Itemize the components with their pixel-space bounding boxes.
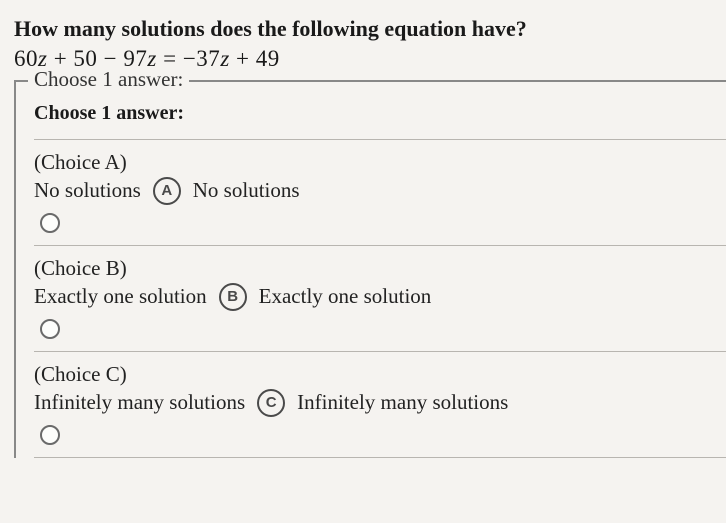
choice-label: (Choice B) [34,256,726,281]
radio-a[interactable] [40,213,60,233]
question-text: How many solutions does the following eq… [14,14,726,44]
letter-badge-c: C [257,389,285,417]
choice-row: Infinitely many solutions C Infinitely m… [34,389,726,417]
choice-text: Infinitely many solutions [297,390,508,415]
fieldset-legend: Choose 1 answer: [28,67,189,92]
choice-text: No solutions [193,178,300,203]
choice-row: No solutions A No solutions [34,177,726,205]
eq-num: + 49 [230,46,280,71]
choice-text: Exactly one solution [259,284,432,309]
letter-badge-b: B [219,283,247,311]
radio-c[interactable] [40,425,60,445]
answer-fieldset: Choose 1 answer: Choose 1 answer: (Choic… [14,80,726,458]
letter-badge-a: A [153,177,181,205]
choice-title: No solutions [34,178,141,203]
choice-label: (Choice C) [34,362,726,387]
choice-title: Infinitely many solutions [34,390,245,415]
choice-row: Exactly one solution B Exactly one solut… [34,283,726,311]
choices-container: Choose 1 answer: (Choice A) No solutions… [16,82,726,458]
choice-a[interactable]: (Choice A) No solutions A No solutions [34,140,726,245]
choice-c[interactable]: (Choice C) Infinitely many solutions C I… [34,352,726,457]
choose-prompt: Choose 1 answer: [34,102,726,125]
divider [34,457,726,458]
choice-label: (Choice A) [34,150,726,175]
exercise-container: How many solutions does the following eq… [0,0,726,458]
choice-title: Exactly one solution [34,284,207,309]
choice-b[interactable]: (Choice B) Exactly one solution B Exactl… [34,246,726,351]
radio-b[interactable] [40,319,60,339]
eq-var: z [220,46,229,71]
